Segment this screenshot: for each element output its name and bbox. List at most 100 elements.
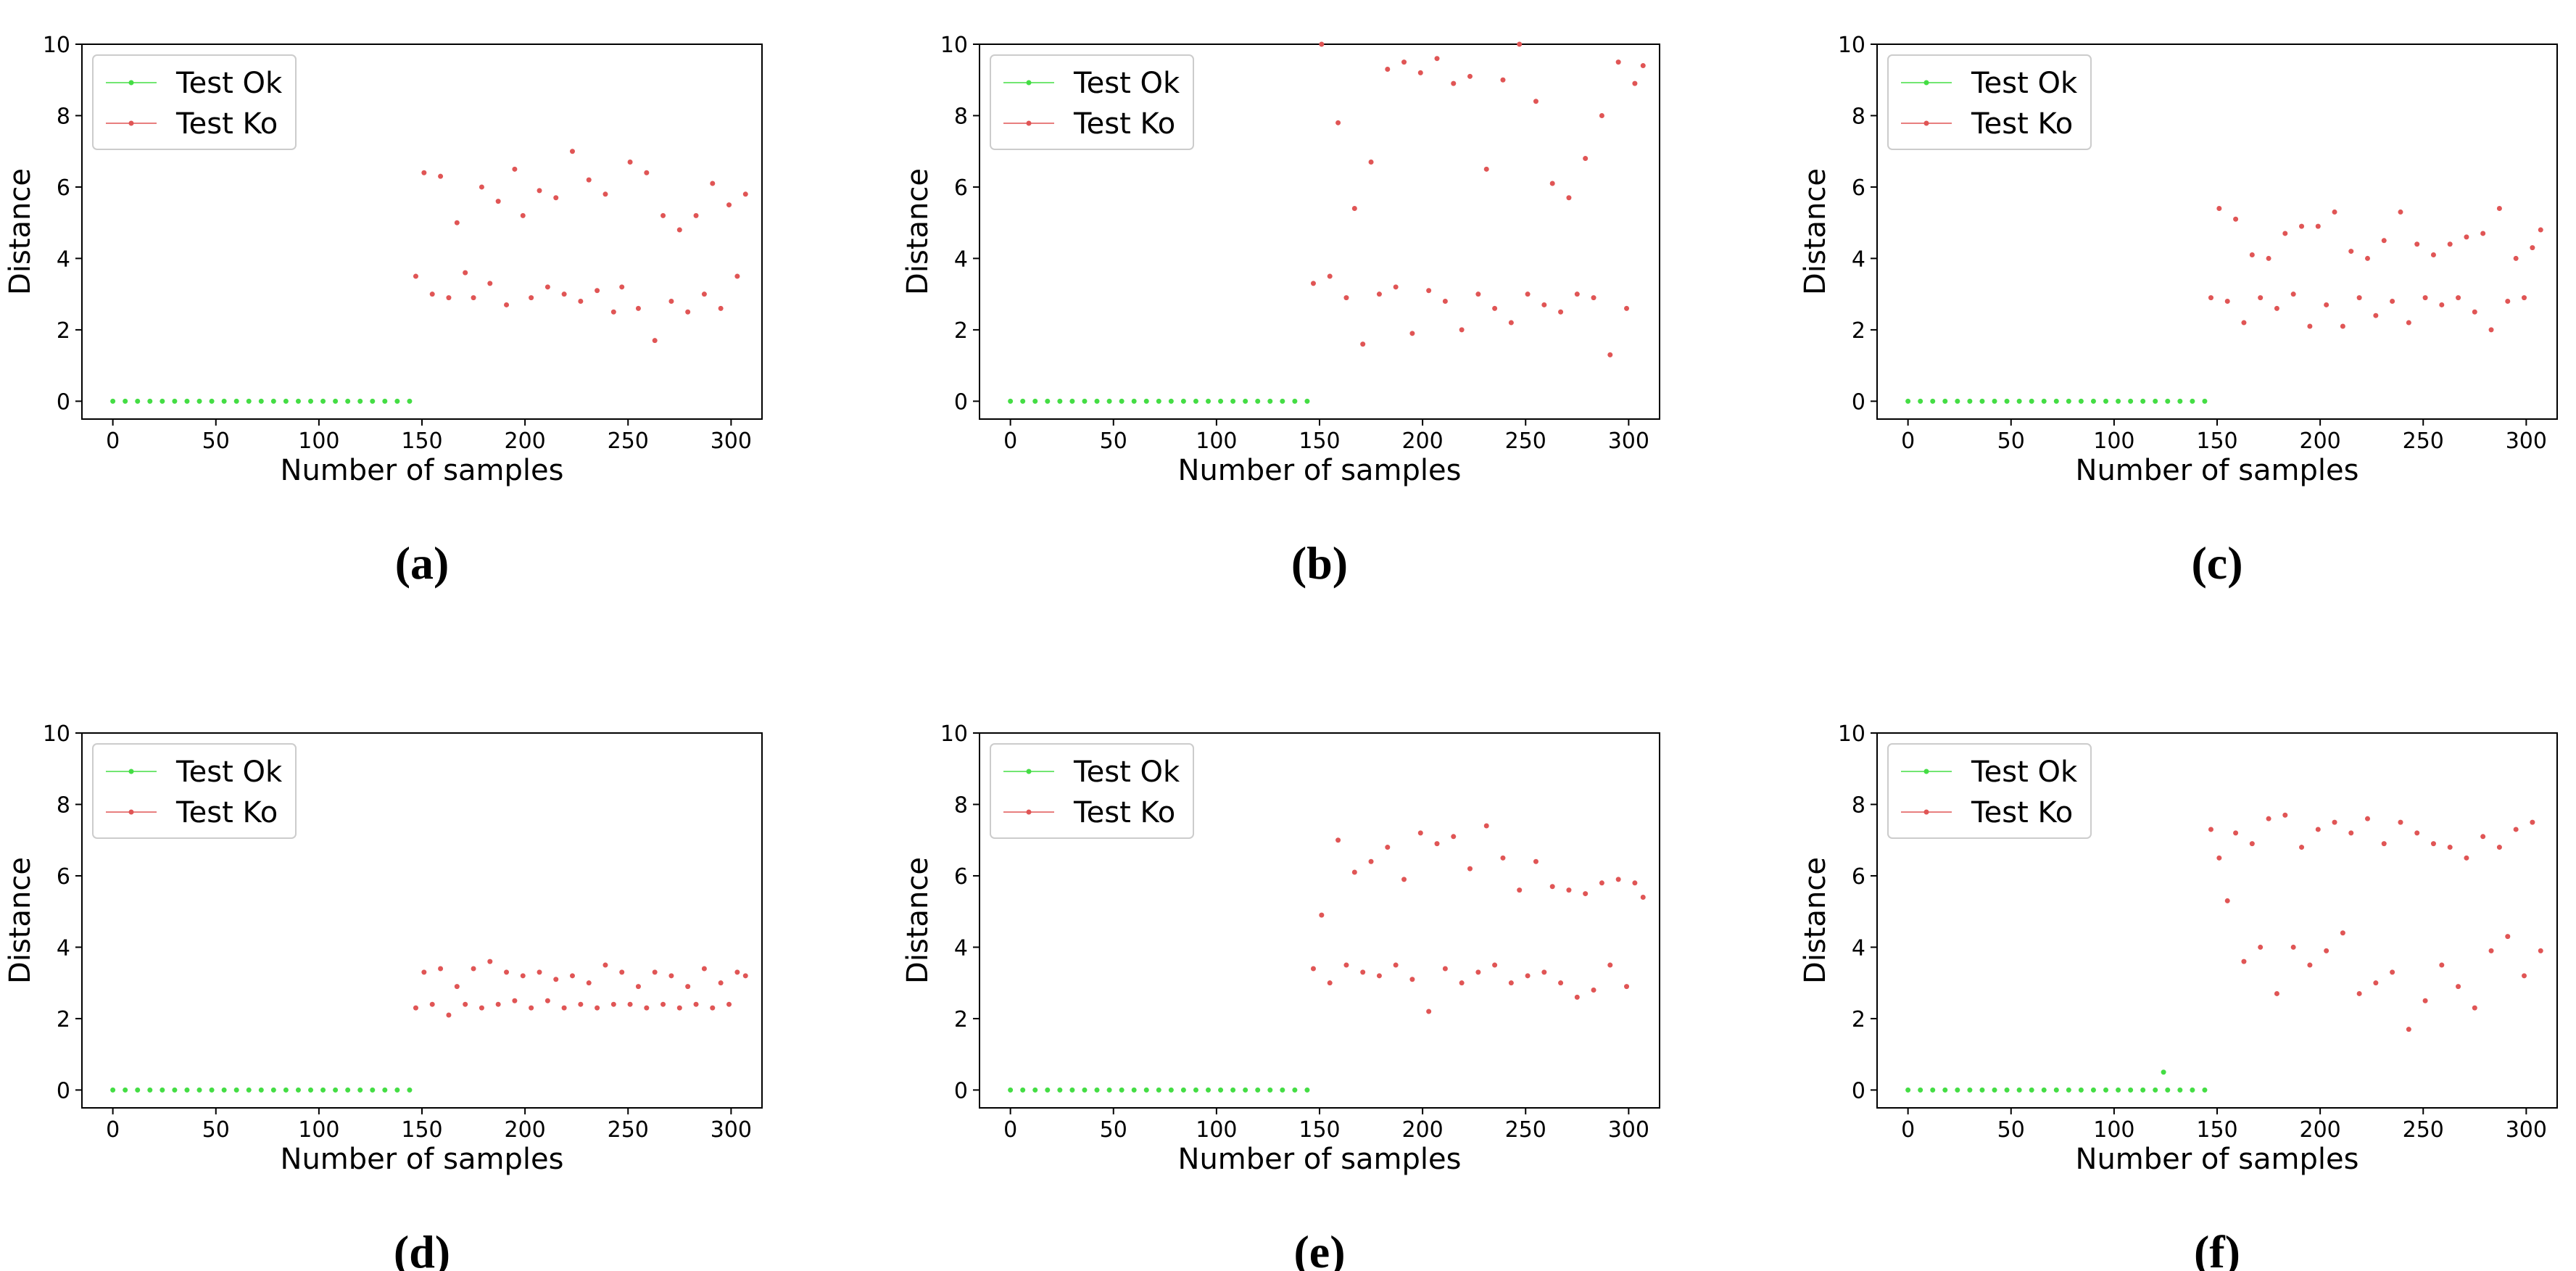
data-point (1467, 73, 1473, 79)
data-point (454, 220, 460, 225)
data-point (2406, 1027, 2411, 1032)
data-point (1032, 398, 1038, 404)
data-point (1376, 291, 1382, 297)
data-point (1376, 973, 1382, 979)
x-tick-label: 100 (2093, 1117, 2134, 1143)
data-point (2258, 944, 2264, 950)
panel-caption: (c) (2191, 537, 2242, 589)
y-tick-label: 8 (1852, 792, 1865, 818)
data-point (504, 969, 510, 975)
data-point (1094, 1087, 1100, 1093)
y-tick-label: 2 (1852, 1007, 1865, 1032)
data-point (1393, 284, 1399, 290)
y-tick-label: 10 (940, 33, 968, 58)
data-point (184, 398, 190, 404)
panel-caption: (b) (1291, 537, 1348, 589)
data-point (487, 281, 493, 286)
data-point (693, 212, 699, 218)
data-point (553, 977, 559, 982)
x-tick-label: 50 (1997, 1117, 2025, 1143)
data-point (2290, 291, 2296, 297)
legend-marker (1923, 769, 1929, 774)
data-point (1955, 1087, 1960, 1093)
x-tick-label: 0 (1901, 429, 1915, 454)
x-tick-label: 150 (1299, 1117, 1340, 1143)
data-point (1591, 295, 1596, 301)
data-point (1368, 858, 1374, 864)
data-point (1566, 195, 1572, 201)
x-tick-label: 0 (1003, 429, 1017, 454)
y-tick-label: 6 (954, 175, 968, 201)
legend-label: Test Ko (1971, 107, 2073, 141)
y-tick-label: 2 (954, 1007, 968, 1032)
y-tick-label: 4 (954, 247, 968, 272)
data-point (2381, 841, 2387, 847)
data-point (685, 984, 691, 990)
data-point (2456, 984, 2461, 990)
data-point (1351, 869, 1357, 875)
data-point (512, 166, 518, 172)
data-point (2161, 1069, 2166, 1075)
data-point (1417, 70, 1423, 75)
data-point (1451, 80, 1457, 86)
data-point (172, 398, 178, 404)
data-point (1492, 305, 1498, 311)
data-point (2340, 930, 2345, 936)
data-point (1558, 980, 1564, 986)
legend-marker (1026, 809, 1032, 815)
data-point (1292, 1087, 1298, 1093)
data-point (1549, 884, 1555, 890)
data-point (1255, 1087, 1261, 1093)
data-point (308, 398, 314, 404)
x-tick-label: 250 (2403, 429, 2444, 454)
data-point (2332, 209, 2337, 215)
data-point (196, 1087, 202, 1093)
data-point (308, 1087, 314, 1093)
data-point (1599, 112, 1604, 118)
x-tick-label: 100 (298, 1117, 339, 1143)
data-point (2266, 255, 2271, 261)
data-point (1979, 1087, 1985, 1093)
data-point (1918, 398, 1923, 404)
data-point (413, 273, 418, 279)
data-point (1206, 398, 1212, 404)
data-point (701, 966, 707, 972)
data-point (1020, 1087, 1026, 1093)
y-tick-label: 10 (43, 721, 70, 747)
legend-label: Test Ok (1971, 755, 2078, 789)
data-point (2373, 312, 2379, 318)
data-point (1368, 159, 1374, 165)
data-point (1955, 398, 1960, 404)
y-tick-label: 10 (940, 721, 968, 747)
data-point (333, 1087, 339, 1093)
data-point (652, 338, 658, 344)
x-axis-label: Number of samples (281, 1143, 564, 1176)
data-point (487, 959, 493, 964)
data-point (569, 149, 575, 154)
y-tick-label: 8 (57, 792, 70, 818)
data-point (209, 1087, 215, 1093)
data-point (160, 1087, 165, 1093)
data-point (544, 998, 550, 1003)
y-tick-label: 8 (57, 104, 70, 129)
data-point (1327, 980, 1333, 986)
data-point (520, 212, 526, 218)
data-point (357, 398, 363, 404)
data-point (2398, 819, 2403, 825)
data-point (471, 966, 476, 972)
data-point (1094, 398, 1100, 404)
data-point (1583, 156, 1589, 162)
data-point (1008, 1087, 1014, 1093)
data-point (1517, 887, 1523, 893)
data-point (701, 291, 707, 297)
data-point (2348, 830, 2354, 836)
data-point (1243, 1087, 1248, 1093)
data-point (1979, 398, 1985, 404)
data-point (2447, 845, 2453, 850)
data-point (2249, 252, 2255, 258)
legend-label: Test Ko (1073, 796, 1175, 829)
data-point (2324, 948, 2329, 953)
y-axis-label: Distance (1799, 168, 1832, 295)
data-point (110, 1087, 116, 1093)
